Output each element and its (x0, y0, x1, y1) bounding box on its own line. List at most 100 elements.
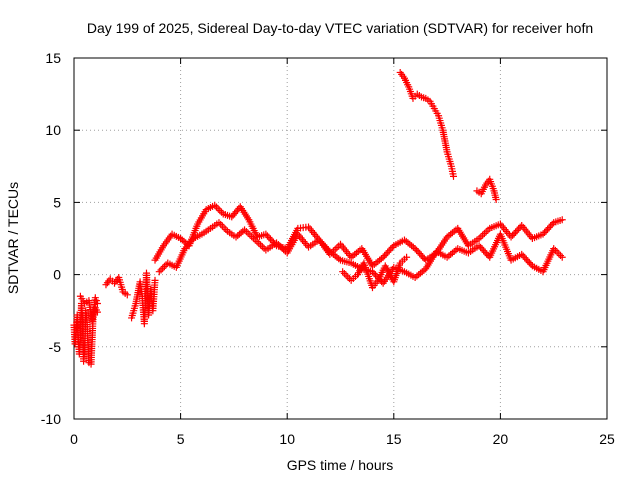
data-point (248, 233, 256, 241)
data-point (477, 243, 485, 251)
data-point (522, 255, 530, 263)
data-point (507, 233, 515, 241)
data-point (385, 247, 393, 255)
data-point (218, 222, 226, 230)
data-point (155, 268, 163, 276)
data-point (555, 250, 563, 258)
data-point (387, 245, 395, 253)
data-point (477, 233, 485, 241)
data-point (512, 228, 520, 236)
series-secondary-peak (473, 175, 500, 204)
x-tick-label: 5 (177, 431, 185, 447)
y-tick-label: 10 (45, 122, 61, 138)
plot-frame (73, 57, 608, 420)
x-tick-label: 10 (279, 431, 295, 447)
data-point (255, 239, 263, 247)
data-point (480, 247, 488, 255)
data-point (551, 246, 559, 254)
data-point (344, 273, 352, 281)
data-point (553, 248, 561, 256)
data-point (215, 219, 223, 227)
y-tick-label: 0 (53, 267, 61, 283)
x-tick-label: 20 (493, 431, 509, 447)
data-point (509, 231, 517, 239)
data-point (242, 228, 250, 236)
y-tick-label: 15 (45, 50, 61, 66)
data-point (521, 254, 529, 262)
data-point (151, 276, 159, 284)
data-point (340, 269, 348, 277)
data-point (222, 226, 230, 234)
y-tick-label: -5 (49, 339, 62, 355)
data-point (315, 236, 323, 244)
data-point (478, 245, 486, 253)
data-point (544, 225, 552, 233)
data-point (510, 230, 518, 238)
data-point (339, 268, 347, 276)
data-point (262, 230, 270, 238)
data-point (419, 253, 427, 261)
data-point (413, 246, 421, 254)
data-point (257, 241, 265, 249)
data-point (211, 201, 219, 209)
data-point (160, 263, 168, 271)
data-point (324, 246, 332, 254)
data-point (482, 228, 490, 236)
data-point (384, 248, 392, 256)
x-tick-label: 0 (70, 431, 78, 447)
data-point (370, 269, 378, 277)
data-points (70, 68, 566, 368)
data-point (123, 291, 131, 299)
data-point (403, 253, 411, 261)
data-point (265, 233, 273, 241)
data-point (542, 227, 550, 235)
data-point (492, 196, 500, 204)
data-point (381, 252, 389, 260)
series-isolated-points (102, 273, 131, 299)
data-point (539, 230, 547, 238)
x-axis-label: GPS time / hours (287, 457, 394, 473)
data-point (318, 239, 326, 247)
grid-lines (74, 58, 607, 419)
data-point (524, 257, 532, 265)
data-point (483, 250, 491, 258)
data-point (558, 216, 566, 224)
data-point (525, 259, 533, 267)
data-point (320, 241, 328, 249)
y-tick-labels: -10 -5 0 5 10 15 (41, 50, 61, 427)
data-point (558, 253, 566, 261)
series-early-segment (70, 299, 101, 368)
data-point (417, 251, 425, 259)
series-main-band-lower (155, 219, 566, 287)
data-point (550, 245, 558, 253)
y-tick-label: 5 (53, 194, 61, 210)
data-point (93, 299, 101, 307)
data-point (263, 232, 271, 240)
data-point (547, 222, 555, 230)
data-point (449, 172, 457, 180)
data-point (321, 243, 329, 251)
data-point (317, 238, 325, 246)
data-point (475, 242, 483, 250)
data-point (162, 261, 170, 269)
y-axis-label: SDTVAR / TECUs (5, 182, 21, 294)
x-tick-label: 25 (599, 431, 615, 447)
data-point (480, 229, 488, 237)
data-point (557, 252, 565, 260)
data-point (416, 250, 424, 258)
data-point (518, 250, 526, 258)
data-point (266, 235, 274, 243)
series-main-band-upper (151, 201, 566, 270)
series-morning-rise (128, 269, 159, 328)
data-point (333, 244, 341, 252)
data-point (159, 264, 167, 272)
y-tick-label: -10 (41, 411, 61, 427)
data-point (481, 248, 489, 256)
data-point (545, 224, 553, 232)
data-point (382, 250, 390, 258)
x-tick-label: 15 (386, 431, 402, 447)
data-point (212, 203, 220, 211)
data-point (411, 245, 419, 253)
x-tick-labels: 0 5 10 15 20 25 (70, 431, 615, 447)
